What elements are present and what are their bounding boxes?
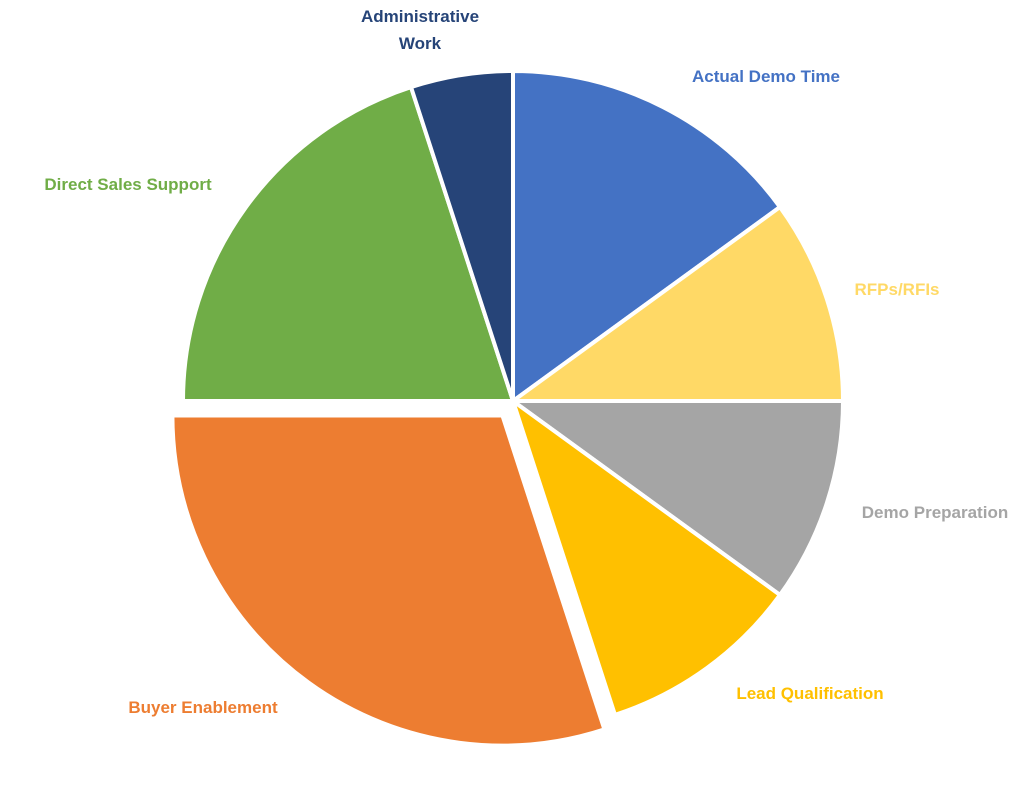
pie-slice-rfps-rfis: [511, 205, 845, 403]
slice-label-administrative-work: Administrative Work: [361, 7, 479, 53]
pie-slices: [170, 69, 845, 748]
slice-label-buyer-enablement: Buyer Enablement: [128, 698, 278, 717]
pie-labels: Actual Demo Time RFPs/RFIs Demo Preparatio…: [44, 7, 1008, 717]
slice-label-demo-preparation: Demo Preparation: [862, 503, 1008, 522]
pie-slice-demo-preparation: [511, 399, 845, 597]
pie-slice-actual-demo-time: [511, 69, 782, 403]
pie-slice-lead-qualification: [511, 399, 782, 717]
pie-slice-buyer-enablement: [170, 413, 607, 748]
pie-slice-direct-sales-support: [181, 85, 515, 403]
slice-label-direct-sales-support: Direct Sales Support: [44, 175, 212, 194]
slice-label-rfps-rfis: RFPs/RFIs: [854, 280, 939, 299]
slice-label-actual-demo-time: Actual Demo Time: [692, 67, 840, 86]
slice-label-lead-qualification: Lead Qualification: [736, 684, 883, 703]
pie-slice-administrative-work: [409, 69, 515, 403]
